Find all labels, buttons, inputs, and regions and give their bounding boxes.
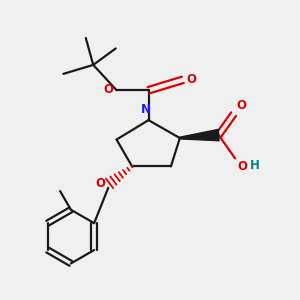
Polygon shape bbox=[180, 129, 219, 141]
Text: O: O bbox=[95, 177, 106, 190]
Text: N: N bbox=[141, 103, 151, 116]
Text: O: O bbox=[237, 99, 247, 112]
Text: H: H bbox=[250, 159, 260, 172]
Text: O: O bbox=[187, 73, 197, 86]
Text: O: O bbox=[103, 83, 113, 96]
Text: O: O bbox=[238, 160, 248, 173]
